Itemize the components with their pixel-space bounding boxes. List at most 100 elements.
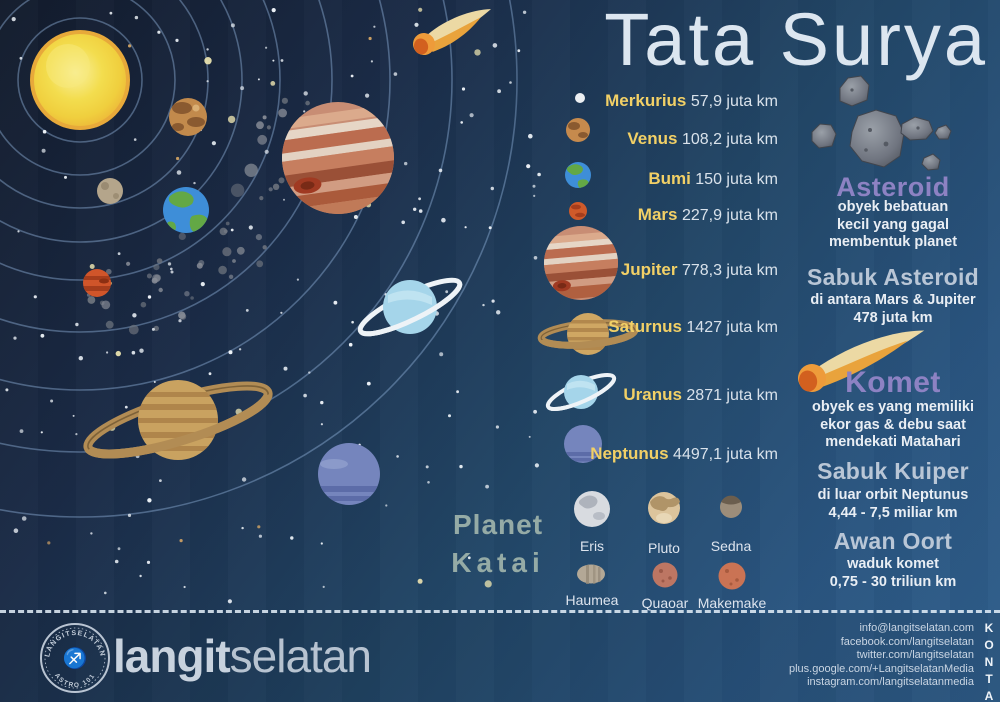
sabuk-asteroid-desc-line: di antara Mars & Jupiter: [810, 292, 976, 308]
planet-jupiter-comparison: [540, 226, 622, 302]
planet-neptune-comparison: [564, 425, 602, 463]
sabuk-asteroid-description: di antara Mars & Jupiter 478 juta km: [783, 292, 1000, 327]
planet-distance: 778,3 juta km: [681, 262, 778, 279]
planet-distance: 150 juta km: [695, 171, 778, 188]
dwarf-planet-haumea: [577, 564, 605, 584]
dwarf-label-quaoar: Quaoar: [641, 595, 689, 611]
stamp-bottom-text: ASTRO 101: [53, 672, 95, 689]
planet-distance: 227,9 juta km: [681, 207, 778, 224]
asteroid-heading: Asteroid: [836, 172, 950, 202]
sun-illustration: [30, 30, 130, 130]
planet-uranus-illustration: [357, 277, 463, 337]
planet-distance: 57,9 juta km: [690, 93, 778, 110]
planet-venus-comparison: [566, 118, 590, 142]
dwarf-label-sedna: Sedna: [710, 538, 752, 554]
planet-mars-comparison: [569, 202, 587, 220]
planet-distance: 1427 juta km: [686, 319, 778, 336]
contact-googleplus: plus.google.com/+LangitselatanMedia: [789, 662, 974, 675]
planet-distance: 2871 juta km: [686, 387, 778, 404]
brand-bold: langit: [113, 630, 231, 682]
contact-instagram: instagram.com/langitselatanmedia: [807, 676, 974, 689]
planet-katai-heading: Planet Katai: [445, 509, 551, 579]
asteroid-description: obyek bebatuan kecil yang gagal membentu…: [783, 199, 1000, 252]
svg-text:ASTRO 101: ASTRO 101: [53, 672, 97, 689]
planet-mars-illustration: [83, 269, 111, 297]
komet-desc-line: obyek es yang memiliki: [812, 399, 974, 415]
planet-jupiter-illustration: [274, 102, 402, 222]
planet-name: Jupiter: [620, 260, 678, 279]
langitselatan-stamp-logo: LANGITSELATAN ASTRO 101 ♐: [40, 623, 110, 693]
footer-background: [0, 613, 1000, 702]
planet-earth-illustration: [163, 187, 209, 233]
dwarf-planet-pluto: [648, 492, 680, 524]
sabuk-kuiper-description: di luar orbit Neptunus 4,44 - 7,5 miliar…: [783, 487, 1000, 522]
sabuk-kuiper-desc-line: di luar orbit Neptunus: [817, 487, 969, 503]
sagittarius-archer-icon: ♐: [63, 646, 88, 670]
planet-uranus-comparison: [545, 372, 617, 412]
dwarf-label-makemake: Makemake: [697, 595, 767, 611]
brand-light: selatan: [229, 630, 372, 682]
asteroid-desc-line: membentuk planet: [828, 234, 958, 250]
dwarf-planet-quaoar: [652, 562, 678, 588]
planet-name: Uranus: [623, 385, 682, 404]
planet-row-neptunus: Neptunus 4497,1 juta km: [590, 444, 778, 464]
planet-name: Bumi: [648, 169, 691, 188]
dwarf-label-pluto: Pluto: [648, 540, 680, 556]
sabuk-asteroid-desc-line: 478 juta km: [853, 309, 933, 326]
planet-neptune-illustration: [318, 443, 380, 505]
planet-katai-line2: Katai: [451, 547, 545, 578]
dwarf-planet-makemake: [718, 562, 746, 590]
planet-distance: 108,2 juta km: [681, 131, 778, 148]
planet-row-uranus: Uranus 2871 juta km: [623, 385, 778, 405]
contact-twitter: twitter.com/langitselatan: [856, 649, 974, 662]
planet-row-mars: Mars 227,9 juta km: [638, 205, 778, 225]
komet-desc-line: ekor gas & debu saat: [820, 416, 966, 433]
dwarf-label-haumea: Haumea: [565, 592, 619, 608]
contact-email: info@langitselatan.com: [859, 622, 974, 634]
planet-venus-illustration: [169, 98, 207, 136]
komet-description: obyek es yang memiliki ekor gas & debu s…: [783, 399, 1000, 452]
planet-row-merkurius: Merkurius 57,9 juta km: [605, 91, 778, 111]
planet-name: Neptunus: [590, 444, 669, 463]
awan-oort-description: waduk komet 0,75 - 30 triliun km: [783, 556, 1000, 591]
planet-name: Mars: [637, 205, 678, 224]
contact-facebook: facebook.com/langitselatan: [840, 635, 974, 648]
dwarf-planet-sedna: [720, 495, 742, 518]
planet-row-saturnus: Saturnus 1427 juta km: [608, 317, 778, 337]
planet-mercury-comparison: [575, 93, 585, 103]
orbit-rings: [0, 0, 518, 518]
asteroid-desc-line: obyek bebatuan: [837, 199, 949, 215]
dwarf-planet-eris: [574, 491, 610, 527]
asteroid-rocks-illustration: [811, 75, 952, 171]
komet-heading: Komet: [845, 366, 941, 399]
planet-name: Saturnus: [608, 317, 682, 336]
dwarf-label-eris: Eris: [579, 538, 605, 554]
planet-row-venus: Venus 108,2 juta km: [627, 129, 778, 149]
asteroid-desc-line: kecil yang gagal: [836, 216, 950, 233]
planet-row-jupiter: Jupiter 778,3 juta km: [621, 260, 778, 280]
sabuk-kuiper-desc-line: 4,44 - 7,5 miliar km: [828, 504, 958, 521]
planet-saturn-comparison: [537, 313, 639, 355]
planet-distance: 4497,1 juta km: [673, 446, 778, 463]
awan-oort-desc-line: 0,75 - 30 triliun km: [829, 573, 957, 590]
sabuk-asteroid-heading: Sabuk Asteroid: [806, 264, 980, 290]
planet-saturn-illustration: [83, 380, 273, 460]
contact-list: info@langitselatan.com facebook.com/lang…: [789, 622, 974, 690]
kontak-vertical-label: KONTAK: [982, 621, 996, 702]
dashed-separator: [0, 610, 1000, 613]
awan-oort-desc-line: waduk komet: [847, 556, 939, 572]
planet-name: Merkurius: [605, 91, 687, 110]
planet-mercury-illustration: [97, 178, 123, 204]
planet-name: Venus: [627, 129, 678, 148]
comet-right-illustration: [798, 330, 925, 392]
sabuk-kuiper-heading: Sabuk Kuiper: [817, 458, 969, 484]
planet-row-bumi: Bumi 150 juta km: [648, 169, 778, 189]
awan-oort-heading: Awan Oort: [833, 528, 953, 554]
comet-top-illustration: [413, 9, 491, 55]
page-title: Tata Surya: [604, 0, 988, 81]
planet-katai-line1: Planet: [452, 509, 544, 540]
komet-desc-line: mendekati Matahari: [825, 434, 961, 450]
brand-wordmark: langitselatan: [113, 629, 372, 683]
